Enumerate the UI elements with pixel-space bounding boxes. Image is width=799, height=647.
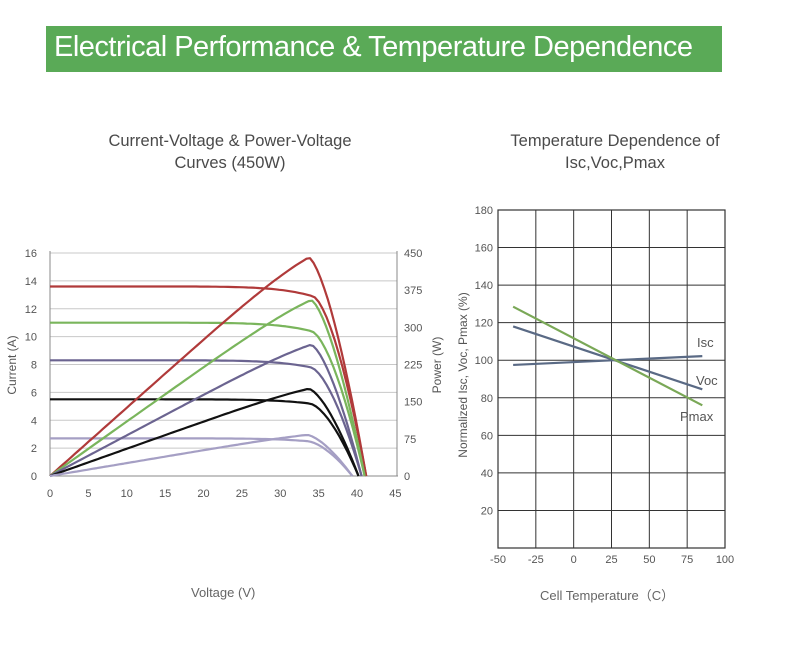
temp-x-tick-label: 25 bbox=[605, 554, 617, 566]
iv-y2-tick-label: 450 bbox=[404, 248, 422, 260]
temp-y-tick-label: 60 bbox=[481, 430, 493, 442]
iv-x-tick-label: 30 bbox=[274, 488, 286, 500]
iv-y2-tick-label: 0 bbox=[404, 471, 410, 483]
iv-y2-axis-label: Power (W) bbox=[430, 337, 444, 394]
iv-y-tick-label: 4 bbox=[31, 415, 37, 427]
iv-y-tick-label: 12 bbox=[25, 304, 37, 316]
iv-x-tick-label: 5 bbox=[85, 488, 91, 500]
temp-chart-title-line-1: Temperature Dependence of bbox=[510, 132, 720, 150]
iv-y2-tick-label: 150 bbox=[404, 397, 422, 409]
iv-x-tick-label: 15 bbox=[159, 488, 171, 500]
temp-series-line-isc bbox=[513, 354, 703, 367]
iv-power-curve bbox=[49, 257, 368, 477]
iv-current-curve bbox=[50, 437, 354, 477]
temp-x-tick-label: -50 bbox=[490, 554, 506, 566]
iv-x-axis-label: Voltage (V) bbox=[191, 585, 256, 600]
temp-x-tick-label: -25 bbox=[528, 554, 544, 566]
iv-power-curve bbox=[49, 344, 363, 477]
iv-y2-tick-label: 300 bbox=[404, 322, 422, 334]
iv-x-tick-label: 45 bbox=[389, 488, 401, 500]
iv-x-tick-label: 0 bbox=[47, 488, 53, 500]
iv-chart: 0 2 4 6 8 10 12 14 16 0 75 150 225 300 375 450 0 5 10 15 20 2… bbox=[5, 248, 444, 500]
iv-y-tick-label: 6 bbox=[31, 387, 37, 399]
iv-power-curve bbox=[49, 299, 366, 477]
iv-y-tick-label: 14 bbox=[25, 276, 37, 288]
iv-chart-title-line-1: Current-Voltage & Power-Voltage bbox=[108, 132, 352, 150]
iv-y2-tick-label: 375 bbox=[404, 285, 422, 297]
iv-y-tick-label: 2 bbox=[31, 443, 37, 455]
temp-series-line-pmax bbox=[512, 305, 703, 407]
temp-series-label-voc: Voc bbox=[696, 373, 718, 388]
temp-y-tick-label: 180 bbox=[475, 205, 493, 217]
iv-y-tick-label: 16 bbox=[25, 248, 37, 260]
temp-y-tick-label: 160 bbox=[475, 243, 493, 255]
temp-x-tick-label: 50 bbox=[643, 554, 655, 566]
temp-chart-title-line-2: Isc,Voc,Pmax bbox=[565, 154, 665, 172]
header-banner: Electrical Performance & Temperature Dep… bbox=[46, 26, 722, 72]
iv-y2-tick-label: 75 bbox=[404, 434, 416, 446]
temp-series-label-isc: Isc bbox=[697, 335, 714, 350]
temp-chart-title: Temperature Dependence of Isc,Voc,Pmax bbox=[470, 130, 760, 174]
iv-x-tick-label: 40 bbox=[351, 488, 363, 500]
temp-x-tick-label: 75 bbox=[681, 554, 693, 566]
iv-power-curve bbox=[49, 434, 354, 478]
iv-chart-title: Current-Voltage & Power-Voltage Curves (… bbox=[70, 130, 390, 174]
temp-y-axis-label: Normalized Isc, Voc, Pmax (%) bbox=[456, 292, 470, 457]
temp-y-tick-label: 80 bbox=[481, 393, 493, 405]
iv-y-tick-label: 8 bbox=[31, 360, 37, 372]
iv-current-curve bbox=[50, 359, 363, 477]
temp-x-tick-label: 0 bbox=[571, 554, 577, 566]
iv-chart-title-line-2: Curves (450W) bbox=[174, 154, 286, 172]
iv-x-tick-label: 10 bbox=[121, 488, 133, 500]
temp-y-tick-label: 140 bbox=[475, 280, 493, 292]
temp-y-tick-label: 120 bbox=[475, 318, 493, 330]
iv-x-tick-label: 25 bbox=[236, 488, 248, 500]
temp-y-tick-label: 40 bbox=[481, 468, 493, 480]
iv-y-tick-label: 0 bbox=[31, 471, 37, 483]
iv-x-tick-label: 35 bbox=[313, 488, 325, 500]
temp-series-label-pmax: Pmax bbox=[680, 409, 714, 424]
iv-current-curve bbox=[50, 285, 368, 477]
iv-current-curve bbox=[50, 398, 360, 477]
temp-x-tick-label: 100 bbox=[716, 554, 734, 566]
temp-y-tick-label: 100 bbox=[475, 355, 493, 367]
page-title: Electrical Performance & Temperature Dep… bbox=[54, 31, 693, 63]
iv-y-axis-label: Current (A) bbox=[5, 335, 19, 394]
iv-current-curve bbox=[50, 321, 366, 477]
iv-power-curve bbox=[49, 388, 360, 478]
temp-chart: 20 40 60 80 100 120 140 160 180 -50 -25 0 25 50 75 100 N… bbox=[456, 205, 734, 566]
temp-x-axis-label: Cell Temperature（C） bbox=[540, 588, 675, 603]
iv-y-tick-label: 10 bbox=[25, 332, 37, 344]
temp-series-line-voc bbox=[512, 325, 703, 391]
iv-x-tick-label: 20 bbox=[197, 488, 209, 500]
temp-y-tick-label: 20 bbox=[481, 505, 493, 517]
iv-y2-tick-label: 225 bbox=[404, 360, 422, 372]
